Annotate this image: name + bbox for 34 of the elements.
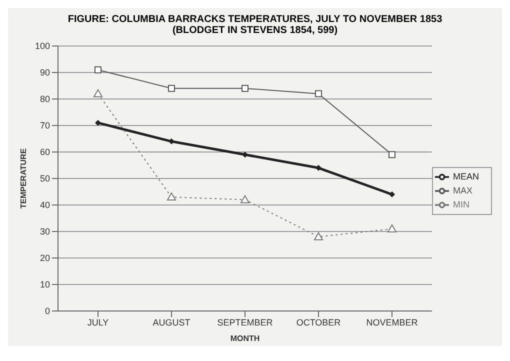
point [387, 224, 396, 232]
y-tick-label: 0 [44, 306, 50, 316]
point [168, 84, 175, 92]
x-tick-label: SEPTEMBER [217, 317, 274, 328]
y-tick-label: 10 [40, 280, 50, 290]
legend-label: MAX [452, 185, 472, 196]
x-axis-title: MONTH [230, 334, 260, 343]
y-tick-label: 40 [40, 200, 50, 210]
point [166, 192, 176, 201]
legend-label: MIN [452, 199, 470, 210]
point [388, 151, 396, 158]
y-tick-label: 90 [40, 68, 50, 78]
y-tick-label: 70 [40, 120, 50, 131]
y-tick-label: 50 [40, 174, 50, 184]
chart-title: FIGURE: COLUMBIA BARRACKS TEMPERATURES, JULY TO NOVEMBER 1853 (BLODGET IN STEVENS 1854, 599) [66, 13, 444, 36]
y-tick-label: 20 [40, 253, 50, 264]
point [94, 89, 102, 98]
point [241, 84, 248, 92]
y-axis-title: TEMPERATURE [18, 148, 28, 209]
point [314, 232, 323, 240]
x-tick-label: JULY [87, 317, 109, 328]
x-tick-label: OCTOBER [296, 317, 342, 328]
point [240, 195, 250, 204]
point [94, 66, 102, 74]
y-tick-label: 30 [40, 226, 50, 237]
x-tick-label: NOVEMBER [366, 317, 418, 328]
x-tick-label: AUGUST [152, 317, 191, 328]
point [388, 191, 395, 198]
y-tick-label: 100 [34, 41, 50, 52]
legend-label: MEAN [452, 171, 479, 182]
point [314, 90, 322, 98]
point [95, 120, 101, 126]
y-tick-label: 60 [40, 147, 50, 158]
y-tick-label: 80 [40, 94, 50, 104]
